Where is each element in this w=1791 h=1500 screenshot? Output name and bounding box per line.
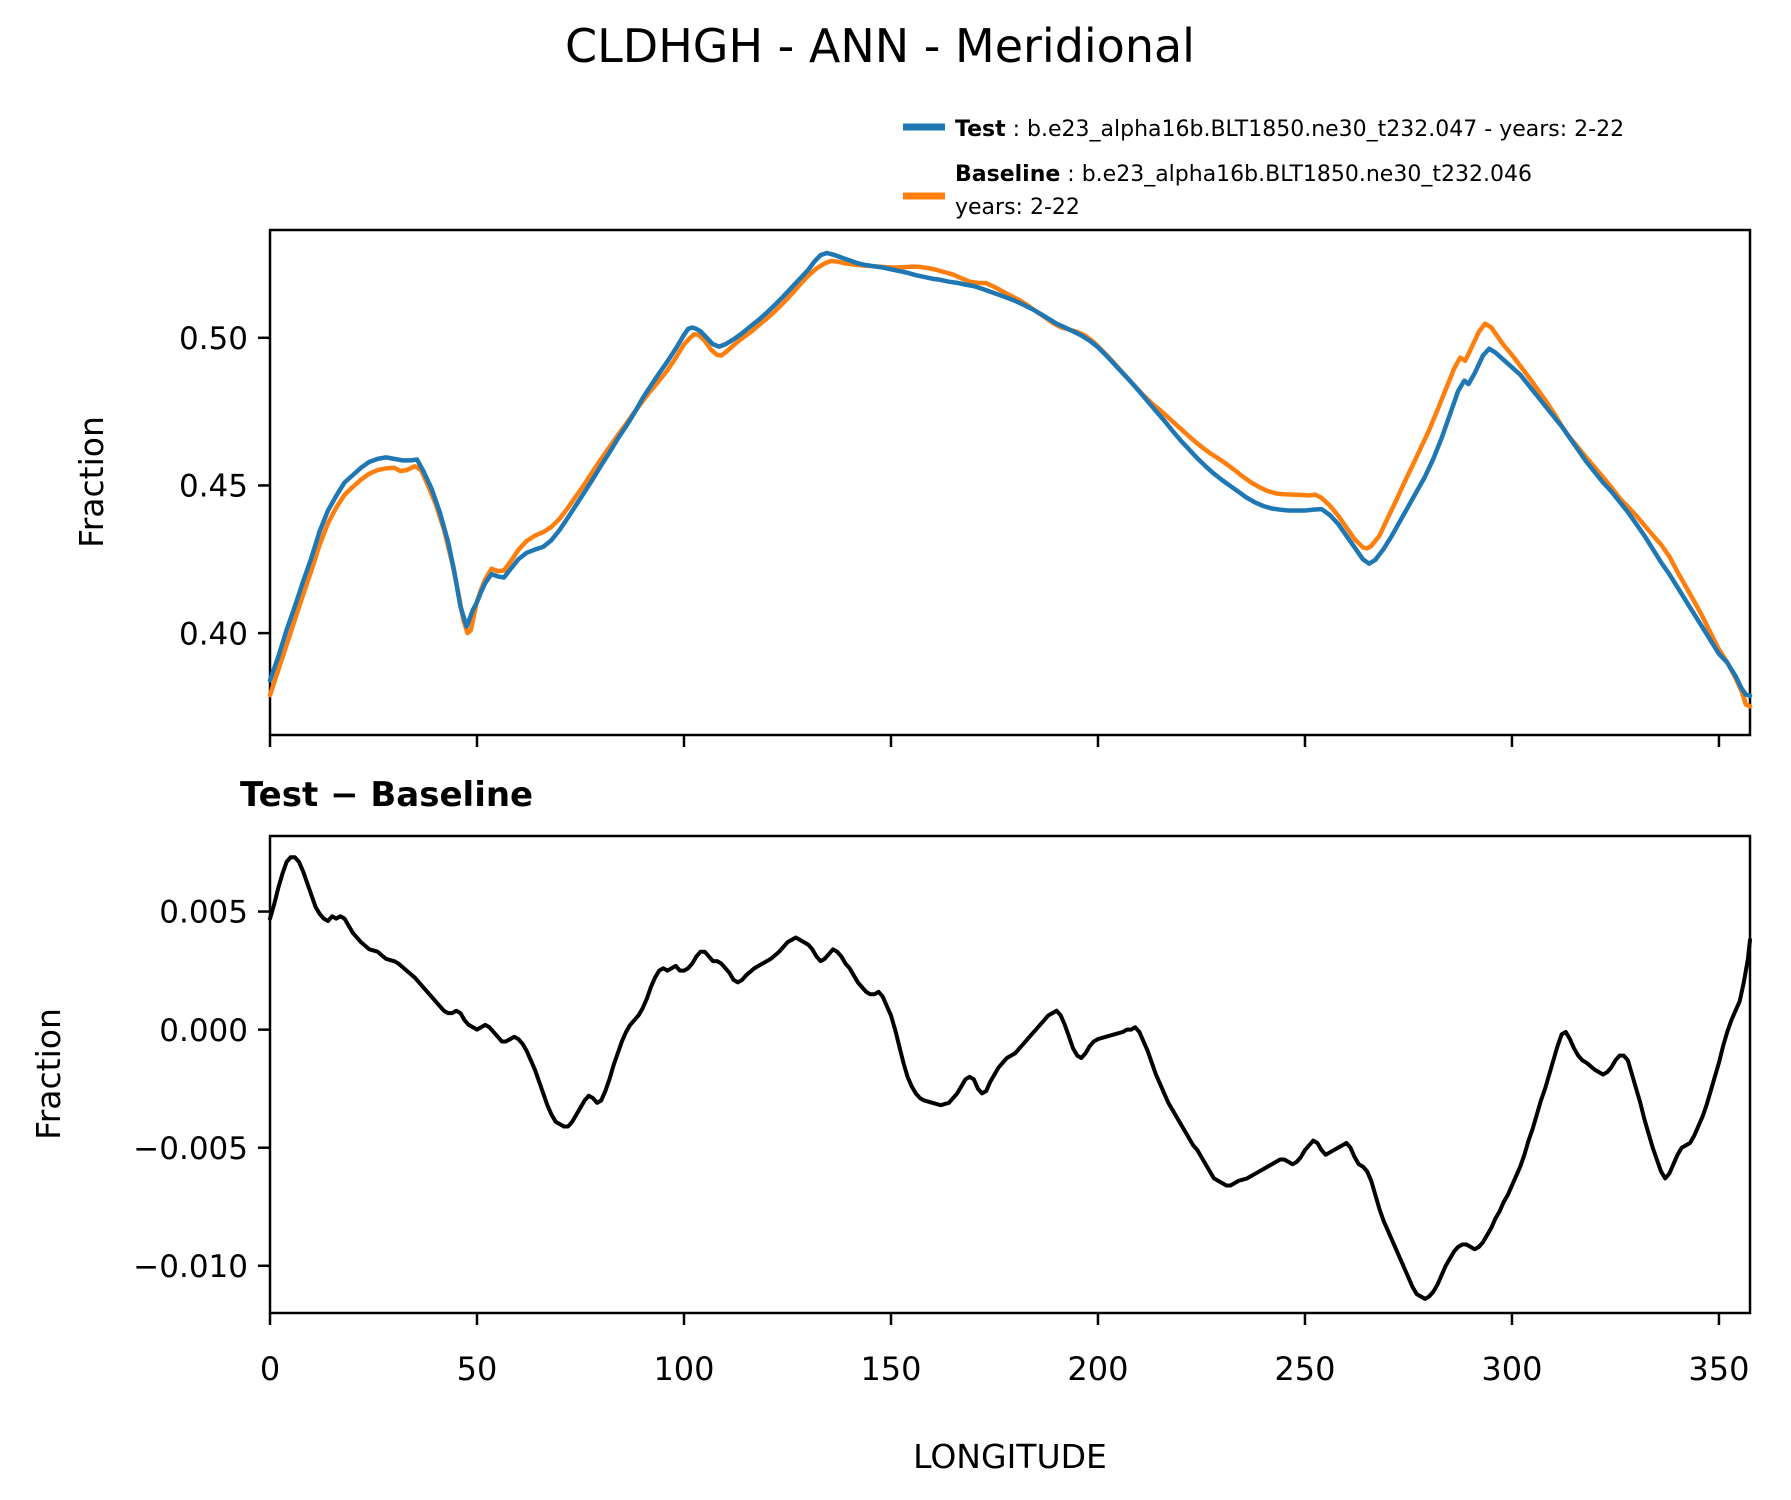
x-tick-label: 100 — [653, 1350, 714, 1388]
legend: Test : b.e23_alpha16b.BLT1850.ne30_t232.… — [903, 117, 1624, 220]
diff-series-line — [268, 855, 1752, 1301]
main-axis-ticks: 0.40 0.45 0.50 — [179, 321, 1721, 747]
legend-baseline-label: Baseline : b.e23_alpha16b.BLT1850.ne30_t… — [955, 162, 1532, 187]
y-tick-label: 0.40 — [179, 616, 248, 652]
y-tick-label: 0.50 — [179, 321, 248, 357]
main-panel: 0.40 0.45 0.50 Fraction — [72, 228, 1753, 747]
y-tick-label: 0.005 — [159, 895, 248, 931]
x-tick-label: 150 — [860, 1350, 921, 1388]
test-series-line — [267, 250, 1753, 698]
diff-plot-frame — [268, 834, 1752, 1315]
y-tick-label: 0.000 — [159, 1013, 248, 1049]
main-plot-frame — [268, 228, 1752, 737]
diff-panel-title: Test − Baseline — [240, 775, 533, 815]
y-tick-label: −0.010 — [133, 1249, 248, 1285]
diff-axis-ticks: 0.005 0.000 −0.005 −0.010 0 50 100 150 200 250 300… — [133, 895, 1749, 1388]
baseline-series-line — [267, 258, 1753, 709]
y-tick-label: −0.005 — [133, 1131, 248, 1167]
y-tick-label: 0.45 — [179, 469, 248, 505]
diff-y-axis-label: Fraction — [29, 1008, 68, 1140]
x-tick-label: 300 — [1481, 1350, 1542, 1388]
x-tick-label: 200 — [1067, 1350, 1128, 1388]
page-title: CLDHGH - ANN - Meridional — [565, 19, 1195, 73]
difference-panel: 0.005 0.000 −0.005 −0.010 0 50 100 150 200 250 300… — [29, 834, 1752, 1476]
x-tick-label: 250 — [1274, 1350, 1335, 1388]
x-tick-label: 0 — [260, 1350, 280, 1388]
x-tick-label: 350 — [1688, 1350, 1749, 1388]
x-tick-label: 50 — [457, 1350, 498, 1388]
main-y-axis-label: Fraction — [72, 416, 111, 548]
x-axis-label: LONGITUDE — [913, 1437, 1107, 1476]
legend-test-label: Test : b.e23_alpha16b.BLT1850.ne30_t232.… — [955, 117, 1624, 142]
legend-baseline-label-line2: years: 2-22 — [955, 195, 1080, 220]
